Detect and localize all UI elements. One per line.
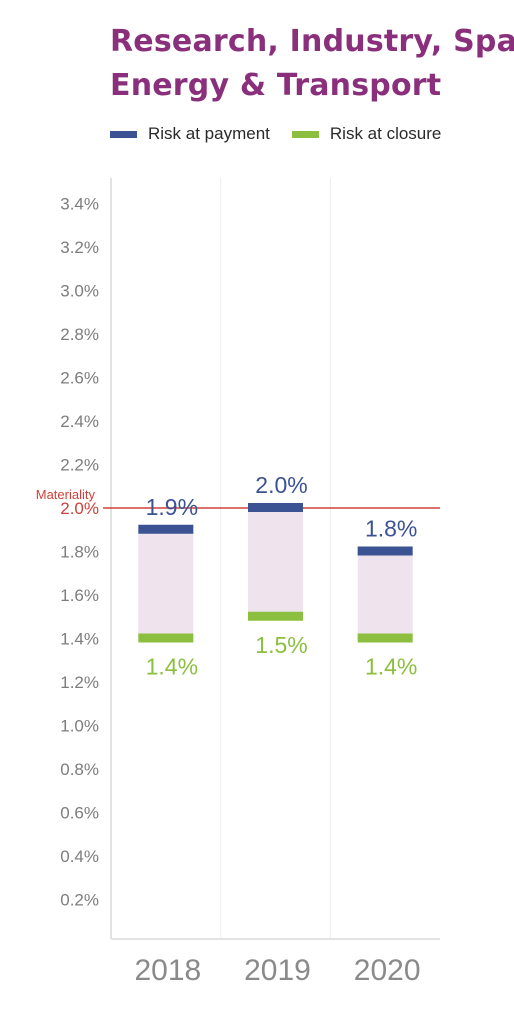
x-tick-label: 2018	[134, 954, 201, 987]
risk-at-closure-marker	[248, 611, 303, 621]
legend-swatch-closure	[291, 130, 319, 138]
range-fill	[248, 508, 303, 617]
chart-title: Research, Industry, Spac Energy & Transp…	[110, 20, 514, 108]
y-tick-label: 1.0%	[60, 717, 99, 736]
range-fill	[357, 551, 413, 639]
y-tick-label: 1.8%	[60, 543, 99, 562]
y-tick-label: 3.0%	[60, 282, 99, 301]
materiality-label: Materiality	[36, 487, 96, 502]
legend-label-closure: Risk at closure	[329, 124, 442, 143]
y-tick-label: 2.0%	[60, 499, 99, 518]
legend-swatch-payment	[110, 130, 137, 138]
risk-at-closure-label: 1.4%	[146, 654, 198, 680]
risk-at-payment-label: 1.9%	[146, 494, 198, 520]
y-tick-label: 2.8%	[60, 325, 99, 344]
risk-at-payment-marker	[138, 524, 194, 534]
x-tick-label: 2019	[244, 954, 311, 987]
y-tick-label: 2.4%	[60, 412, 99, 431]
risk-at-payment-label: 2.0%	[255, 472, 307, 498]
range-fill	[138, 529, 194, 639]
y-tick-label: 1.6%	[60, 586, 99, 605]
risk-at-payment-marker	[248, 503, 303, 512]
y-tick-label: 0.6%	[60, 804, 99, 823]
y-tick-label: 1.2%	[60, 673, 99, 692]
risk-at-closure-marker	[357, 633, 413, 643]
risk-at-closure-label: 1.4%	[365, 654, 417, 680]
y-tick-label: 3.4%	[60, 195, 99, 214]
y-tick-label: 0.4%	[60, 847, 99, 866]
y-tick-label: 0.2%	[60, 891, 99, 910]
y-tick-label: 1.4%	[60, 630, 99, 649]
y-tick-label: 2.6%	[60, 369, 99, 388]
y-tick-label: 2.2%	[60, 456, 99, 475]
legend-item-closure: Risk at closure	[291, 124, 442, 144]
y-tick-label: 0.8%	[60, 760, 99, 779]
y-tick-label: 3.2%	[60, 238, 99, 257]
risk-at-payment-marker	[357, 546, 413, 556]
risk-at-closure-marker	[138, 633, 194, 643]
risk-at-payment-label: 1.8%	[365, 516, 417, 542]
legend-label-payment: Risk at payment	[148, 124, 270, 143]
chart-title-line-2: Energy & Transport	[110, 68, 442, 103]
chart-legend: Risk at payment Risk at closure	[110, 124, 463, 144]
chart-title-line-1: Research, Industry, Spac	[110, 24, 514, 59]
risk-at-closure-label: 1.5%	[255, 632, 307, 658]
legend-item-payment: Risk at payment	[110, 124, 270, 144]
x-tick-label: 2020	[354, 954, 421, 987]
